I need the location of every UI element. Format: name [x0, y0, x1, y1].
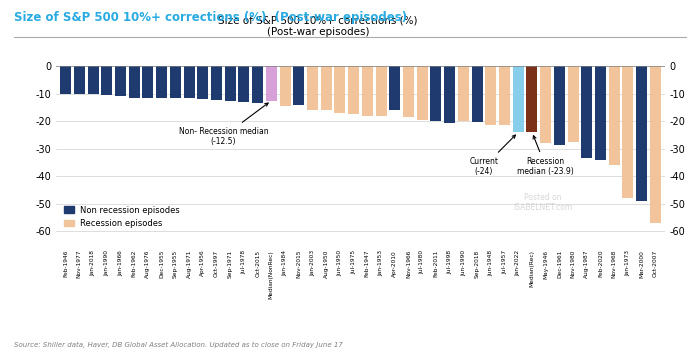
- Text: Current
(-24): Current (-24): [470, 135, 515, 176]
- Bar: [622, 66, 634, 198]
- Bar: [156, 66, 167, 98]
- Bar: [512, 66, 524, 132]
- Text: Size of S&P 500 10%+ corrections (%)
(Post-war episodes): Size of S&P 500 10%+ corrections (%) (Po…: [218, 15, 418, 37]
- Bar: [540, 66, 551, 143]
- Bar: [129, 66, 140, 98]
- Bar: [197, 66, 209, 99]
- Bar: [362, 66, 373, 116]
- Bar: [595, 66, 606, 160]
- Bar: [348, 66, 359, 114]
- Bar: [252, 66, 263, 103]
- Text: Recession
median (-23.9): Recession median (-23.9): [517, 136, 574, 176]
- Text: Source: Shiller data, Haver, DB Global Asset Allocation. Updated as to close on : Source: Shiller data, Haver, DB Global A…: [14, 342, 343, 348]
- Text: Non- Recession median
(-12.5): Non- Recession median (-12.5): [178, 103, 268, 146]
- Bar: [225, 66, 236, 101]
- Bar: [74, 66, 85, 94]
- Bar: [60, 66, 71, 94]
- Bar: [142, 66, 153, 98]
- Bar: [266, 66, 276, 101]
- Bar: [636, 66, 648, 201]
- Bar: [102, 66, 112, 95]
- Bar: [115, 66, 126, 96]
- Bar: [650, 66, 661, 223]
- Bar: [472, 66, 482, 122]
- Bar: [183, 66, 195, 98]
- Bar: [485, 66, 496, 125]
- Bar: [335, 66, 345, 113]
- Bar: [430, 66, 442, 121]
- Bar: [88, 66, 99, 94]
- Bar: [321, 66, 332, 110]
- Bar: [458, 66, 469, 121]
- Bar: [211, 66, 222, 100]
- Legend: Non recession episodes, Recession episodes: Non recession episodes, Recession episod…: [60, 202, 183, 231]
- Bar: [376, 66, 386, 116]
- Bar: [526, 66, 538, 132]
- Bar: [170, 66, 181, 98]
- Bar: [581, 66, 592, 159]
- Bar: [293, 66, 304, 105]
- Bar: [307, 66, 318, 110]
- Bar: [554, 66, 565, 145]
- Bar: [239, 66, 249, 102]
- Bar: [444, 66, 455, 122]
- Bar: [389, 66, 400, 110]
- Bar: [499, 66, 510, 125]
- Bar: [416, 66, 428, 120]
- Bar: [609, 66, 620, 165]
- Bar: [403, 66, 414, 117]
- Bar: [568, 66, 579, 142]
- Text: Posted on
ISABELNET.com: Posted on ISABELNET.com: [514, 193, 573, 212]
- Bar: [279, 66, 290, 106]
- Text: Size of S&P 500 10%+ corrections (%)  (Post-war episodes): Size of S&P 500 10%+ corrections (%) (Po…: [14, 10, 407, 23]
